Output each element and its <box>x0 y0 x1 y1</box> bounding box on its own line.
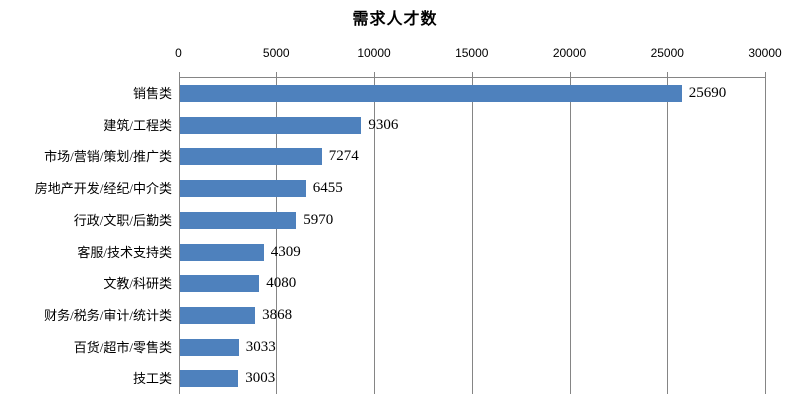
bar <box>179 116 362 134</box>
category-label: 建筑/工程类 <box>103 117 172 133</box>
gridline <box>178 77 180 394</box>
value-label: 4309 <box>270 243 301 260</box>
x-axis-tick-label: 10000 <box>357 46 391 60</box>
value-label: 6455 <box>312 180 343 197</box>
x-axis-tick-mark <box>374 72 375 77</box>
x-axis-tick-label: 0 <box>175 46 182 60</box>
value-label: 7274 <box>328 148 359 165</box>
bar <box>179 148 322 166</box>
value-label: 3033 <box>245 338 276 355</box>
value-label: 3003 <box>245 370 276 387</box>
bar <box>179 370 239 388</box>
category-label: 百货/超市/零售类 <box>73 339 172 355</box>
gridline <box>276 77 278 394</box>
category-label: 行政/文职/后勤类 <box>73 212 172 228</box>
value-label: 3868 <box>262 306 293 323</box>
x-axis-tick-label: 25000 <box>650 46 684 60</box>
x-axis-tick-mark <box>765 72 766 77</box>
bar <box>179 85 682 102</box>
category-label: 客服/技术支持类 <box>77 244 172 260</box>
category-label: 市场/营销/策划/推广类 <box>44 149 172 165</box>
x-axis-tick-mark <box>178 72 180 77</box>
bar <box>179 243 264 261</box>
bar <box>179 211 297 229</box>
bar <box>179 338 239 356</box>
gridline <box>471 77 473 394</box>
bar <box>179 275 260 293</box>
x-axis-tick-label: 5000 <box>262 46 290 60</box>
value-label: 25690 <box>688 85 727 101</box>
bar <box>179 180 306 198</box>
category-label: 销售类 <box>132 86 172 101</box>
category-label: 财务/税务/审计/统计类 <box>44 307 172 323</box>
x-axis-tick-label: 30000 <box>748 46 782 60</box>
x-axis-tick-mark <box>471 72 473 77</box>
x-axis-tick-label: 20000 <box>552 46 587 60</box>
x-axis-tick-label: 15000 <box>455 46 489 60</box>
value-label: 5970 <box>303 211 334 228</box>
value-label: 4080 <box>266 275 297 292</box>
category-label: 文教/科研类 <box>103 276 172 292</box>
x-axis-tick-mark <box>276 72 278 77</box>
x-axis-tick-mark <box>667 72 669 77</box>
x-axis-tick-mark <box>569 72 571 77</box>
chart-title: 需求人才数 <box>352 11 438 28</box>
gridline <box>667 77 669 394</box>
category-label: 技工类 <box>132 371 172 387</box>
category-label: 房地产开发/经纪/中介类 <box>34 181 172 197</box>
gridline <box>569 77 571 394</box>
gridline <box>374 77 375 394</box>
bar <box>179 306 256 324</box>
value-label: 9306 <box>368 116 399 133</box>
gridline <box>765 77 766 394</box>
